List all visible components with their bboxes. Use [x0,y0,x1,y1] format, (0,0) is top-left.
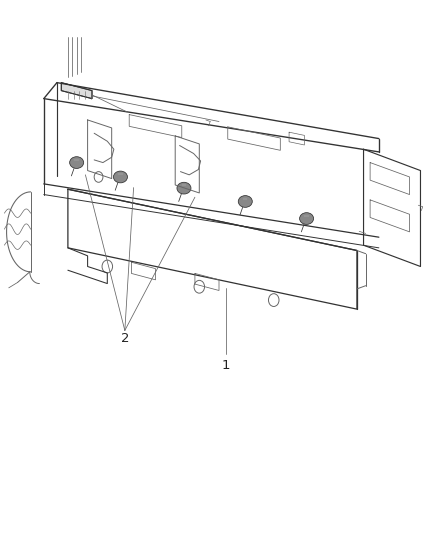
Ellipse shape [70,157,84,168]
Ellipse shape [177,182,191,194]
Text: 2: 2 [120,332,129,345]
Ellipse shape [300,213,314,224]
Ellipse shape [238,196,252,207]
Ellipse shape [113,171,127,183]
Polygon shape [61,83,92,99]
Text: 1: 1 [221,359,230,372]
